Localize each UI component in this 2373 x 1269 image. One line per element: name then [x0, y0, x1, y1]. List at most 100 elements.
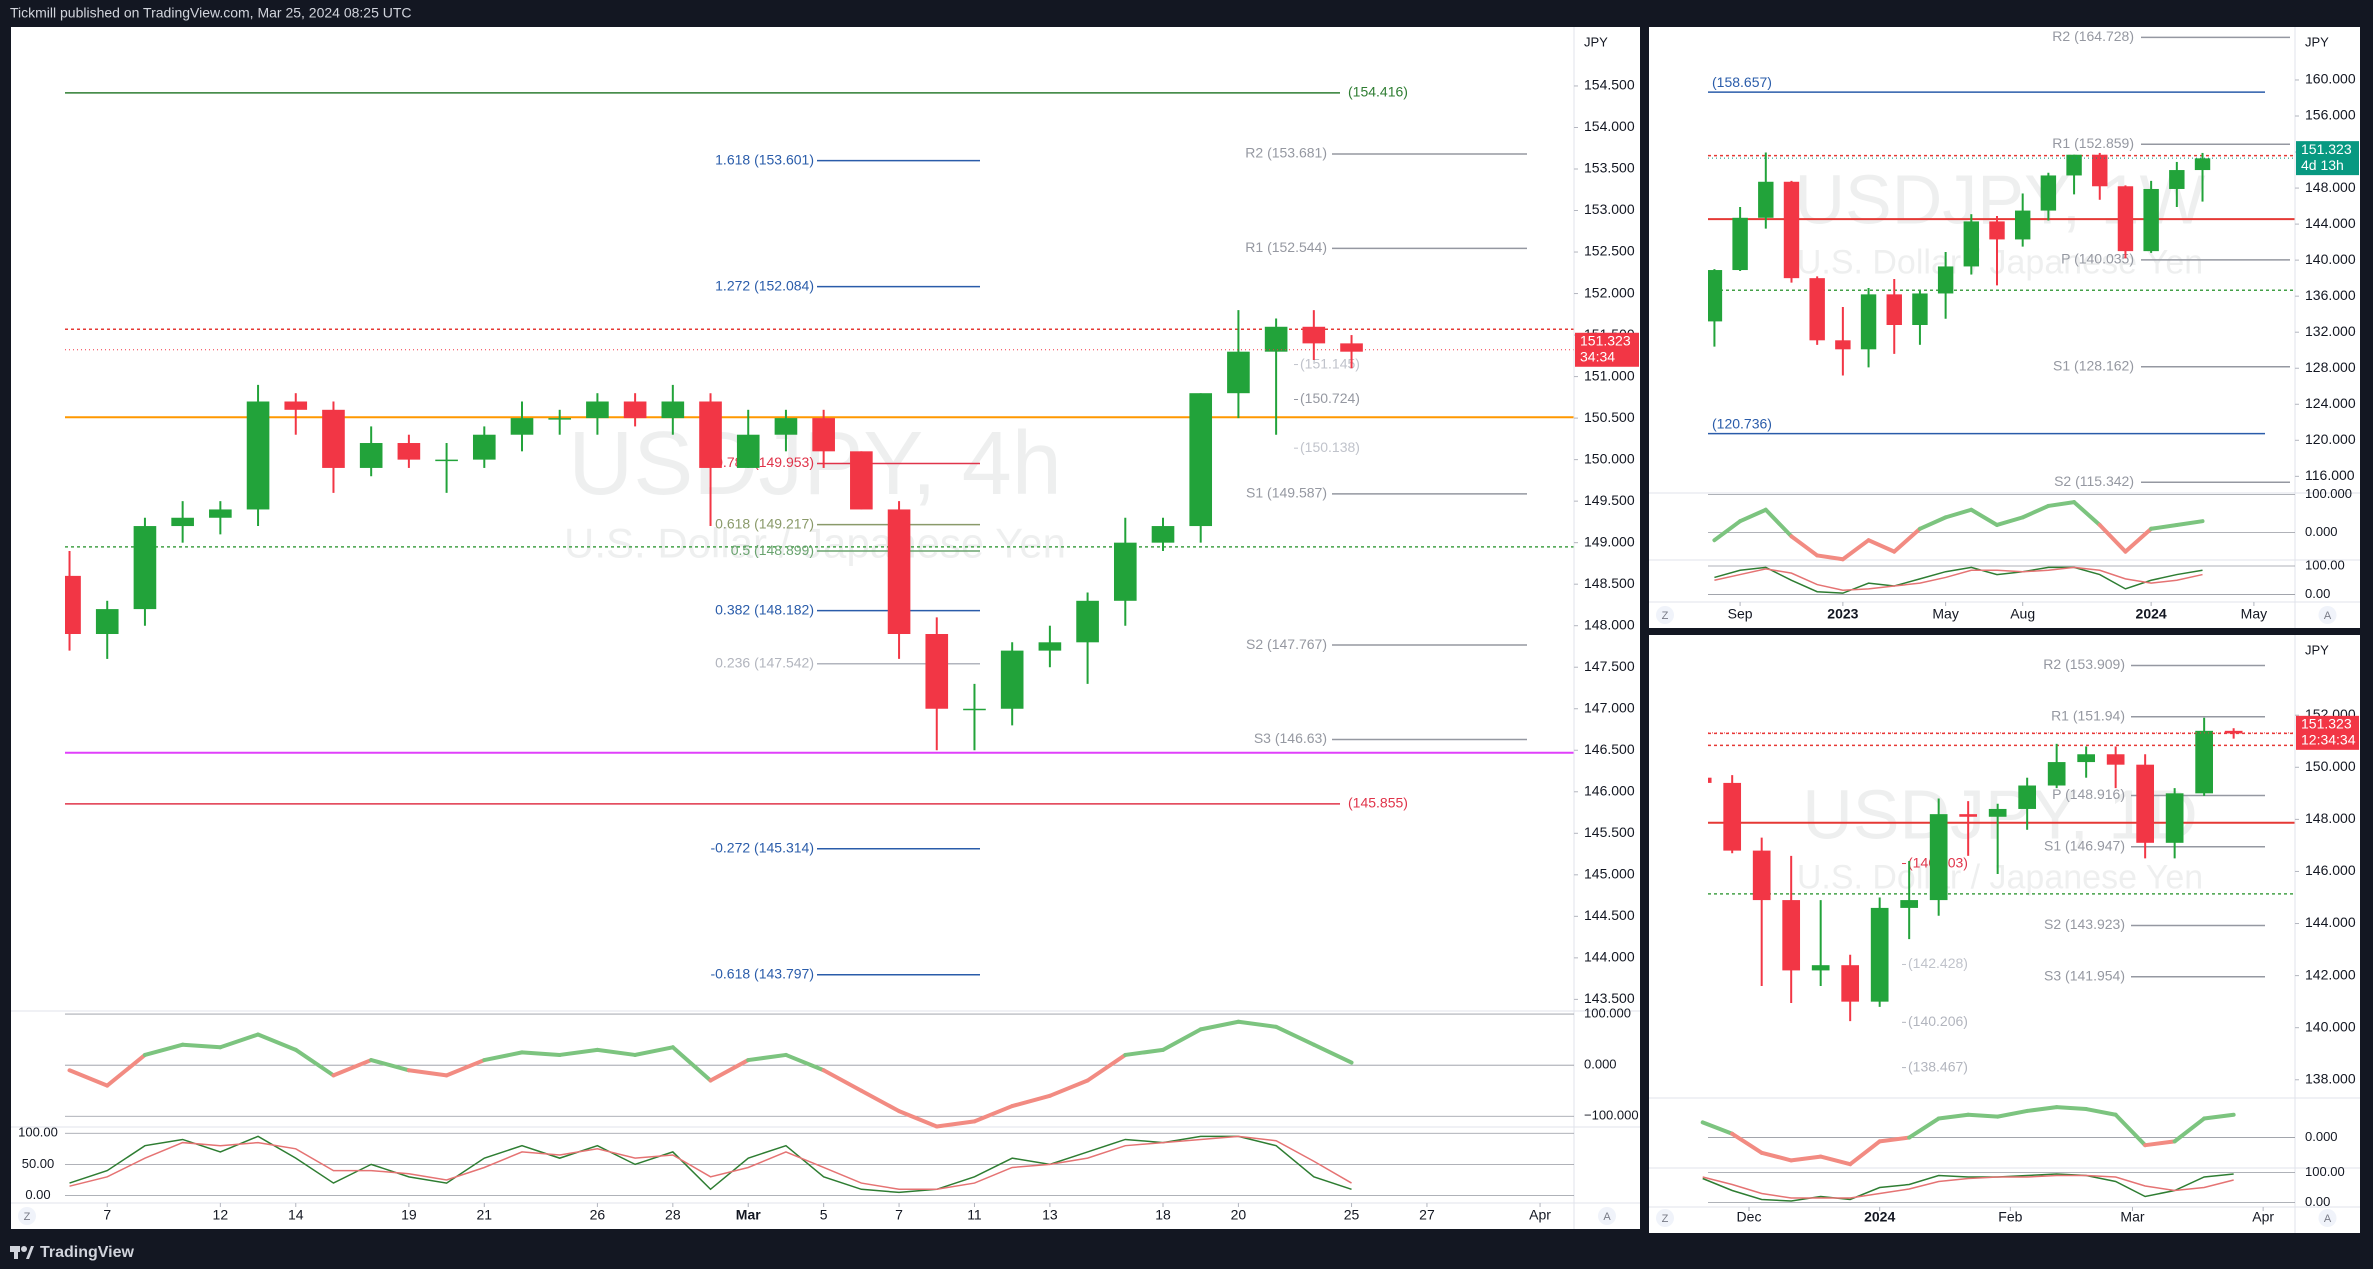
scale-button-label[interactable]: Z	[1662, 1213, 1669, 1225]
candle-body	[699, 401, 722, 468]
scale-button-label[interactable]: Z	[1662, 610, 1669, 622]
y-tick-label: 148.000	[1584, 616, 1635, 632]
y-tick-label: 149.500	[1584, 492, 1635, 508]
candle-body	[548, 418, 572, 420]
level-label: -0.618 (143.797)	[710, 965, 814, 981]
scale-button-label[interactable]: A	[2324, 610, 2332, 622]
chart-panel	[1649, 27, 2360, 628]
indicator-segment	[105, 1052, 147, 1088]
x-tick-label: Sep	[1728, 606, 1753, 622]
level-label: (150.724)	[1300, 390, 1360, 406]
indicator-segment	[180, 1042, 223, 1050]
level-label: (120.736)	[1712, 415, 1772, 431]
level-label: 0.382 (148.182)	[715, 601, 814, 617]
level-label: (150.138)	[1300, 439, 1360, 455]
y-tick-label: 116.000	[2305, 467, 2355, 483]
level-label: 0.5 (148.899)	[731, 542, 814, 558]
y-tick-label: 140.000	[2305, 1018, 2356, 1034]
indicator-segment	[1966, 1112, 2000, 1119]
indicator-pane: 0.000	[1700, 1105, 2338, 1167]
indicator-segment	[746, 1052, 788, 1063]
y-tick-label: 143.500	[1584, 990, 1635, 1006]
chart-panel	[1649, 635, 2360, 1233]
candle-body	[472, 434, 496, 460]
x-tick-label: 11	[967, 1207, 982, 1223]
candle-body	[2195, 730, 2213, 794]
footer-brand[interactable]: TradingView	[40, 1244, 135, 1261]
level-label: R2 (153.909)	[2043, 656, 2125, 672]
level-label: P (148.916)	[2052, 786, 2125, 802]
indicator-segment	[1274, 1024, 1316, 1047]
scale-button[interactable]	[1656, 606, 1674, 624]
indicator-segment	[1840, 538, 1871, 562]
indicator-segment	[1907, 1116, 1941, 1140]
candle-body	[1988, 808, 2007, 817]
scale-button[interactable]	[18, 1207, 36, 1225]
candle-body	[133, 526, 157, 610]
candle-body	[1912, 293, 1928, 325]
indicator-tick-label: 100.00	[2305, 557, 2345, 572]
level-label: 0.618 (149.217)	[715, 515, 814, 531]
scale-button[interactable]	[2318, 606, 2337, 624]
level-label: R1 (151.94)	[2051, 707, 2125, 723]
scale-button[interactable]	[1598, 1207, 1616, 1225]
y-tick-label: 144.000	[2305, 914, 2356, 930]
candle-body	[322, 409, 345, 468]
indicator-segment	[595, 1047, 638, 1057]
candle-body	[246, 401, 270, 510]
x-tick-label: 28	[665, 1207, 681, 1223]
countdown-label: 4d 13h	[2301, 157, 2344, 173]
candle-body	[2106, 754, 2125, 765]
candle-body	[2136, 764, 2155, 843]
x-tick-label: 7	[895, 1207, 903, 1223]
candle-body	[887, 509, 911, 635]
candle-body	[1870, 907, 1889, 1002]
candle-body	[1340, 343, 1363, 352]
x-tick-label: 14	[288, 1207, 304, 1223]
scale-button[interactable]	[2318, 1209, 2337, 1227]
indicator-segment	[783, 1052, 826, 1073]
y-tick-label: 146.500	[1584, 741, 1635, 757]
level-label: 0.786 (149.953)	[715, 454, 814, 470]
indicator-segment	[1943, 507, 1974, 520]
x-tick-label: 5	[820, 1207, 828, 1223]
candle-body	[1900, 900, 1919, 908]
y-tick-label: 151.000	[1584, 367, 1635, 383]
indicator-segment	[369, 1058, 411, 1073]
level-label: 1.618 (153.601)	[715, 151, 814, 167]
indicator-segment	[1789, 534, 1820, 558]
y-tick-label: 149.000	[1584, 533, 1635, 549]
x-tick-label: Aug	[2010, 606, 2035, 622]
price-pane: USDJPY, 4hU.S. Dollar / Japanese Yen(154…	[65, 84, 1574, 981]
y-tick-label: 146.000	[2305, 862, 2356, 878]
candle-body	[1752, 850, 1771, 901]
scale-button-label[interactable]: A	[1603, 1211, 1611, 1223]
x-tick-label: 21	[477, 1207, 493, 1223]
indicator-segment	[972, 1104, 1015, 1124]
level-label: 0.236 (147.542)	[715, 654, 814, 670]
scale-button-label[interactable]: A	[2324, 1213, 2332, 1225]
y-tick-label: 146.000	[1584, 782, 1635, 798]
scale-button-label[interactable]: Z	[24, 1211, 31, 1223]
indicator-pane: 100.000 0.000 −100.000	[65, 1006, 1639, 1129]
watermark-subtitle: U.S. Dollar / Japanese Yen	[564, 520, 1066, 567]
indicator-segment	[67, 1068, 110, 1088]
indicator-segment	[1085, 1052, 1128, 1083]
countdown-label: 34:34	[1580, 348, 1615, 364]
watermark-subtitle: U.S. Dollar / Japanese Yen	[1797, 858, 2203, 896]
indicator-segment	[1236, 1019, 1279, 1029]
indicator-segment	[2113, 1112, 2148, 1148]
candle-body	[1151, 526, 1175, 543]
y-tick-label: 145.500	[1584, 824, 1635, 840]
indicator-segment	[821, 1068, 864, 1093]
candle-body	[1189, 393, 1213, 527]
candle-body	[2165, 793, 2184, 843]
y-tick-label: 132.000	[2305, 323, 2356, 339]
x-tick-label: May	[1932, 606, 1958, 622]
candle-body	[2117, 186, 2134, 252]
level-label: 1.272 (152.084)	[715, 277, 814, 293]
x-tick-label: Apr	[2252, 1209, 2274, 1225]
indicator-segment	[2172, 1116, 2207, 1144]
candle-body	[1929, 814, 1948, 901]
scale-button[interactable]	[1656, 1209, 1674, 1227]
